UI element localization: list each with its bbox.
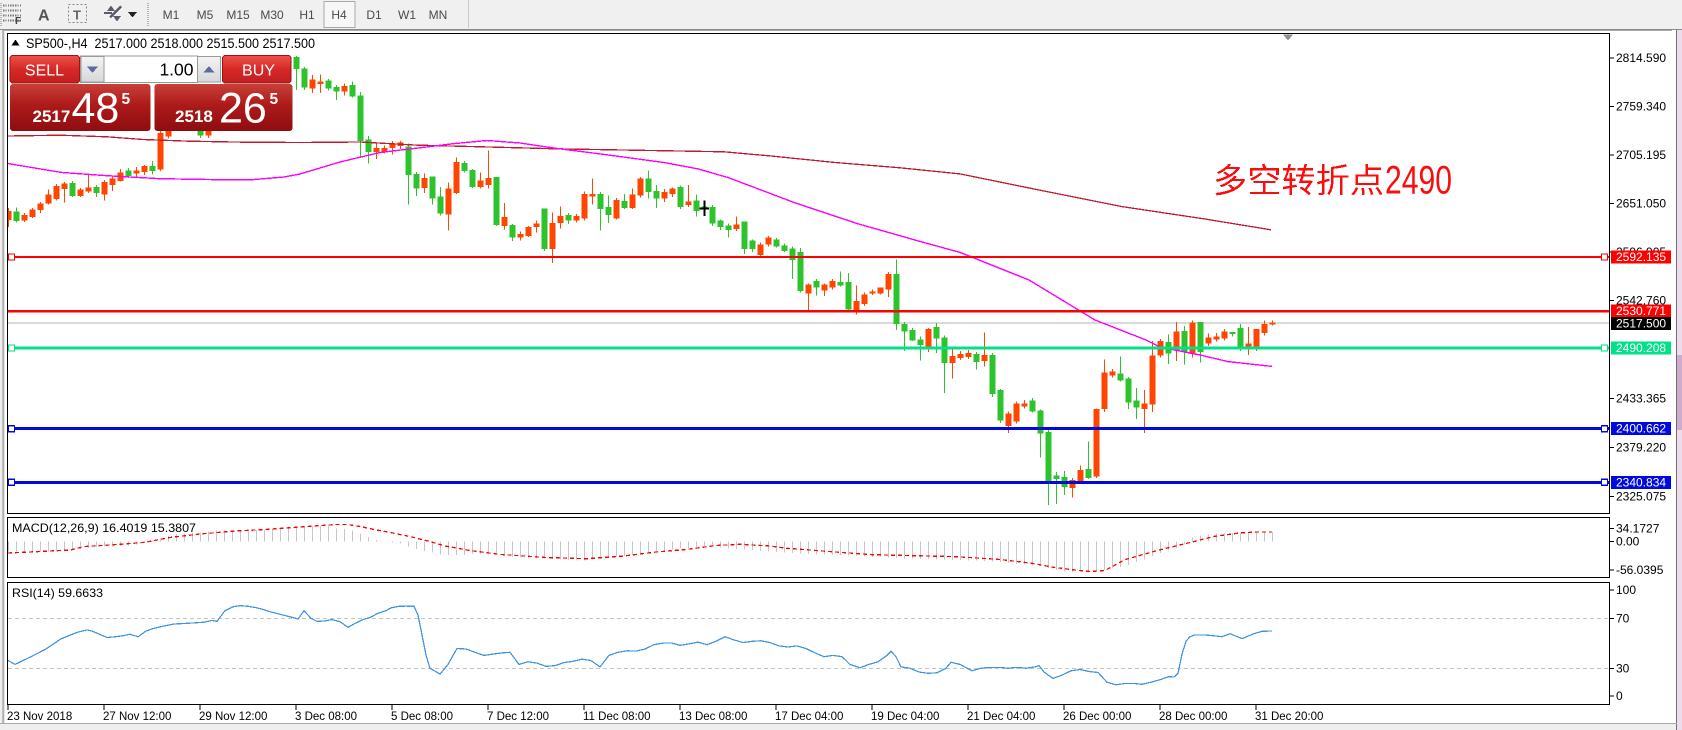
svg-text:2814.590: 2814.590 xyxy=(1616,51,1666,65)
svg-text:5 Dec 08:00: 5 Dec 08:00 xyxy=(391,711,453,723)
svg-text:RSI(14) 59.6633: RSI(14) 59.6633 xyxy=(12,586,103,600)
svg-text:7 Dec 12:00: 7 Dec 12:00 xyxy=(487,711,549,723)
svg-text:2433.365: 2433.365 xyxy=(1616,392,1666,406)
svg-text:2490.208: 2490.208 xyxy=(1616,341,1666,355)
svg-text:SELL: SELL xyxy=(25,63,64,80)
svg-text:2542.760: 2542.760 xyxy=(1616,294,1666,308)
svg-text:BUY: BUY xyxy=(242,63,275,80)
svg-text:2340.834: 2340.834 xyxy=(1616,475,1666,489)
svg-text:A: A xyxy=(38,8,50,25)
svg-text:M1: M1 xyxy=(163,8,180,22)
svg-text:-56.0395: -56.0395 xyxy=(1616,563,1664,577)
svg-text:26: 26 xyxy=(219,85,267,133)
svg-text:2490: 2490 xyxy=(1385,159,1452,203)
svg-text:0.00: 0.00 xyxy=(1616,535,1640,549)
svg-text:H1: H1 xyxy=(299,8,315,22)
svg-text:0: 0 xyxy=(1616,689,1623,703)
svg-text:26 Dec 00:00: 26 Dec 00:00 xyxy=(1063,711,1131,723)
svg-text:T: T xyxy=(73,8,81,23)
svg-text:30: 30 xyxy=(1616,662,1630,676)
svg-text:3 Dec 08:00: 3 Dec 08:00 xyxy=(295,711,357,723)
svg-text:2705.195: 2705.195 xyxy=(1616,148,1666,162)
svg-text:28 Dec 00:00: 28 Dec 00:00 xyxy=(1159,711,1227,723)
svg-text:100: 100 xyxy=(1616,583,1636,597)
svg-text:13 Dec 08:00: 13 Dec 08:00 xyxy=(679,711,747,723)
svg-text:5: 5 xyxy=(122,91,131,108)
svg-text:11 Dec 08:00: 11 Dec 08:00 xyxy=(583,711,651,723)
svg-text:19 Dec 04:00: 19 Dec 04:00 xyxy=(871,711,939,723)
svg-text:29 Nov 12:00: 29 Nov 12:00 xyxy=(199,711,267,723)
svg-text:17 Dec 04:00: 17 Dec 04:00 xyxy=(775,711,843,723)
svg-text:2517.500: 2517.500 xyxy=(1616,317,1666,331)
svg-text:2592.135: 2592.135 xyxy=(1616,250,1666,264)
svg-text:5: 5 xyxy=(270,91,279,108)
svg-text:H4: H4 xyxy=(331,8,347,22)
svg-text:48: 48 xyxy=(72,85,120,133)
svg-text:31 Dec 20:00: 31 Dec 20:00 xyxy=(1255,711,1323,723)
svg-text:23 Nov 2018: 23 Nov 2018 xyxy=(7,711,72,723)
svg-text:MACD(12,26,9) 16.4019 15.3807: MACD(12,26,9) 16.4019 15.3807 xyxy=(12,521,196,535)
svg-text:SP500-,H4 2517.000 2518.000 2: SP500-,H4 2517.000 2518.000 2515.500 251… xyxy=(26,36,315,51)
svg-text:M5: M5 xyxy=(197,8,214,22)
svg-text:2759.340: 2759.340 xyxy=(1616,100,1666,114)
svg-text:27 Nov 12:00: 27 Nov 12:00 xyxy=(103,711,171,723)
svg-text:D1: D1 xyxy=(366,8,382,22)
svg-text:2651.050: 2651.050 xyxy=(1616,197,1666,211)
svg-text:2517: 2517 xyxy=(33,107,71,126)
svg-text:2518: 2518 xyxy=(175,107,213,126)
svg-text:2379.220: 2379.220 xyxy=(1616,441,1666,455)
svg-text:70: 70 xyxy=(1616,612,1630,626)
svg-text:W1: W1 xyxy=(398,8,416,22)
svg-text:1.00: 1.00 xyxy=(159,60,193,80)
svg-text:M15: M15 xyxy=(226,8,250,22)
svg-text:2325.075: 2325.075 xyxy=(1616,490,1666,504)
svg-text:2530.771: 2530.771 xyxy=(1616,304,1666,318)
svg-text:MN: MN xyxy=(429,8,448,22)
svg-text:M30: M30 xyxy=(260,8,284,22)
svg-text:34.1727: 34.1727 xyxy=(1616,522,1660,536)
svg-text:F: F xyxy=(15,16,21,27)
svg-text:21 Dec 04:00: 21 Dec 04:00 xyxy=(967,711,1035,723)
svg-text:2400.662: 2400.662 xyxy=(1616,422,1666,436)
